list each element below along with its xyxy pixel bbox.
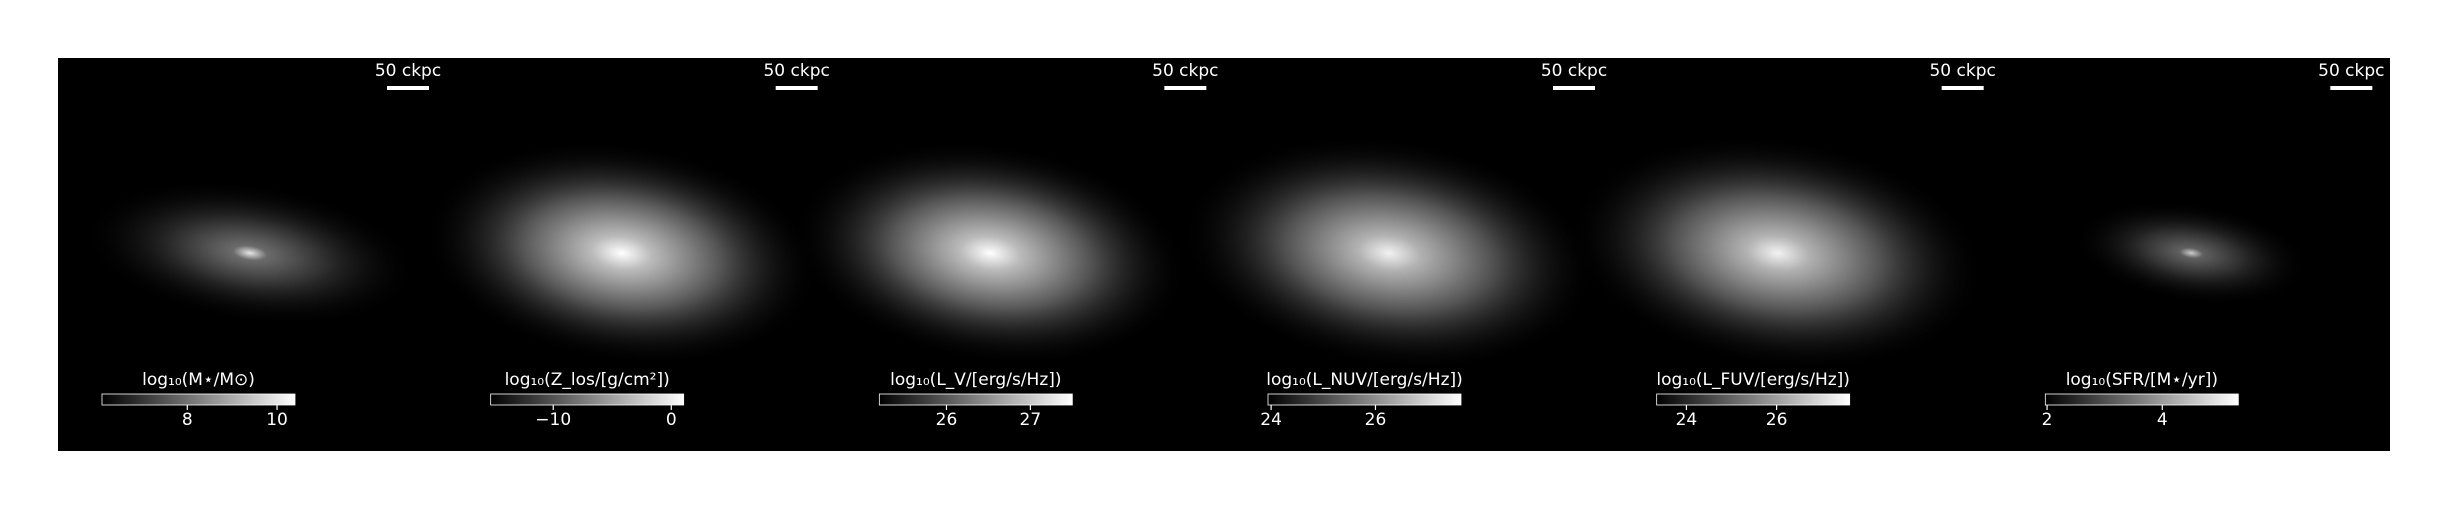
colorbar xyxy=(490,393,685,406)
galaxy-image xyxy=(1569,135,1987,371)
colorbar-label: log₁₀(L_FUV/[erg/s/Hz]) xyxy=(1656,370,1850,390)
scale-label: 50 ckpc xyxy=(763,61,829,81)
scale-label: 50 ckpc xyxy=(2318,61,2384,81)
colorbar-tick-label: 0 xyxy=(666,410,677,430)
colorbar xyxy=(2044,393,2239,406)
colorbar-tick-label: 24 xyxy=(1260,410,1282,430)
colorbar-label: log₁₀(L_NUV/[erg/s/Hz]) xyxy=(1266,370,1463,390)
colorbar xyxy=(1656,393,1851,406)
colorbar-tick-label: 26 xyxy=(1365,410,1387,430)
colorbar-tick-label: 8 xyxy=(182,410,193,430)
galaxy-image xyxy=(81,179,419,327)
colorbar-tick-label: −10 xyxy=(535,410,571,430)
colorbar-tick-label: 26 xyxy=(936,410,958,430)
colorbar xyxy=(101,393,296,406)
colorbar-tick-label: 4 xyxy=(2157,410,2168,430)
colorbar xyxy=(878,393,1073,406)
colorbar-tick-label: 2 xyxy=(2042,410,2053,430)
colorbar-label: log₁₀(SFR/[M⋆/yr]) xyxy=(2066,370,2218,390)
colorbar-tick-label: 24 xyxy=(1676,410,1698,430)
galaxy-image xyxy=(2072,200,2311,306)
colorbar-tick-label: 27 xyxy=(1020,410,1042,430)
colorbar-label: log₁₀(L_V/[erg/s/Hz]) xyxy=(890,370,1061,390)
scale-label: 50 ckpc xyxy=(375,61,441,81)
galaxy-image xyxy=(791,140,1189,366)
scale-label: 50 ckpc xyxy=(1929,61,1995,81)
colorbar-tick-label: 26 xyxy=(1766,410,1788,430)
colorbar-label: log₁₀(M⋆/M⊙) xyxy=(142,370,255,390)
colorbar-tick-label: 10 xyxy=(266,410,288,430)
galaxy-image xyxy=(1180,135,1598,371)
scale-label: 50 ckpc xyxy=(1541,61,1607,81)
galaxy-image xyxy=(423,140,821,366)
scale-label: 50 ckpc xyxy=(1152,61,1218,81)
colorbar-label: log₁₀(Z_los/[g/cm²]) xyxy=(505,370,670,390)
colorbar xyxy=(1267,393,1462,406)
